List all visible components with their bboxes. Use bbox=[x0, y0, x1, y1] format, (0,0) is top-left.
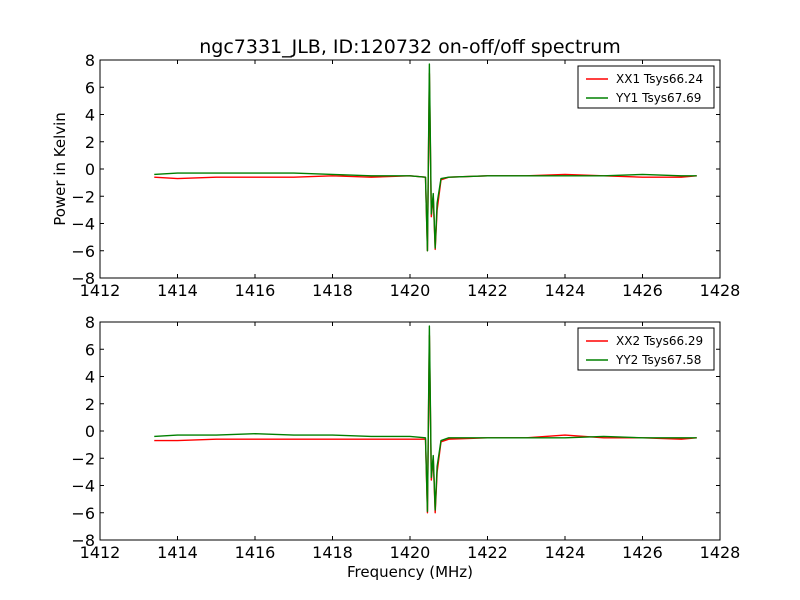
legend-entry: XX1 Tsys66.24 bbox=[616, 72, 703, 86]
y-tick-label: −2 bbox=[71, 449, 95, 468]
top-panel: 1412 1414 1416 1418 1420 1422 1424 1426 1428 −8 −6… bbox=[71, 51, 740, 300]
legend: XX2 Tsys66.29 YY2 Tsys67.58 bbox=[577, 327, 715, 371]
y-tick-label: 8 bbox=[85, 51, 95, 70]
y-tick-label: −6 bbox=[71, 242, 95, 261]
y-tick-label: −6 bbox=[71, 504, 95, 523]
legend-box bbox=[577, 65, 715, 109]
y-tick-label: 4 bbox=[85, 368, 95, 387]
x-tick-label: 1422 bbox=[467, 281, 508, 300]
y-tick-label: 2 bbox=[85, 133, 95, 152]
x-tick-label: 1412 bbox=[80, 281, 121, 300]
x-tick-label: 1418 bbox=[312, 281, 353, 300]
x-axis-label: Frequency (MHz) bbox=[347, 563, 473, 581]
legend: XX1 Tsys66.24 YY1 Tsys67.69 bbox=[577, 65, 715, 109]
x-tick-label: 1414 bbox=[157, 543, 198, 562]
x-tick-label: 1418 bbox=[312, 543, 353, 562]
x-tick-label: 1424 bbox=[545, 543, 586, 562]
y-tick-label: 6 bbox=[85, 340, 95, 359]
y-tick-label: −2 bbox=[71, 187, 95, 206]
y-tick-label: 0 bbox=[85, 422, 95, 441]
x-tick-label: 1426 bbox=[622, 543, 663, 562]
y-tick-label: 8 bbox=[85, 313, 95, 332]
series-line-yy bbox=[154, 325, 697, 513]
bottom-panel: 1412 1414 1416 1418 1420 1422 1424 1426 1428 −8 −6… bbox=[71, 313, 740, 562]
legend-entry: YY1 Tsys67.69 bbox=[615, 91, 701, 105]
x-tick-label: 1424 bbox=[545, 281, 586, 300]
x-tick-label: 1428 bbox=[700, 281, 741, 300]
x-tick-label: 1412 bbox=[80, 543, 121, 562]
legend-entry: YY2 Tsys67.58 bbox=[615, 353, 701, 367]
x-tick-label: 1422 bbox=[467, 543, 508, 562]
y-axis-label: Power in Kelvin bbox=[51, 112, 69, 226]
y-tick-label: 6 bbox=[85, 78, 95, 97]
x-tick-label: 1420 bbox=[390, 281, 431, 300]
chart-title: ngc7331_JLB, ID:120732 on-off/off spectr… bbox=[199, 36, 621, 58]
x-tick-label: 1414 bbox=[157, 281, 198, 300]
series-line-yy bbox=[154, 63, 697, 252]
y-tick-label: −8 bbox=[71, 269, 95, 288]
y-tick-label: −4 bbox=[71, 215, 95, 234]
y-tick-label: 0 bbox=[85, 160, 95, 179]
x-tick-label: 1416 bbox=[235, 281, 276, 300]
x-tick-label: 1416 bbox=[235, 543, 276, 562]
x-tick-label: 1428 bbox=[700, 543, 741, 562]
y-tick-label: 2 bbox=[85, 395, 95, 414]
x-tick-label: 1420 bbox=[390, 543, 431, 562]
y-tick-label: 4 bbox=[85, 106, 95, 125]
legend-box bbox=[577, 327, 715, 371]
x-tick-label: 1426 bbox=[622, 281, 663, 300]
legend-entry: XX2 Tsys66.29 bbox=[616, 334, 703, 348]
y-tick-label: −4 bbox=[71, 477, 95, 496]
y-tick-label: −8 bbox=[71, 531, 95, 550]
